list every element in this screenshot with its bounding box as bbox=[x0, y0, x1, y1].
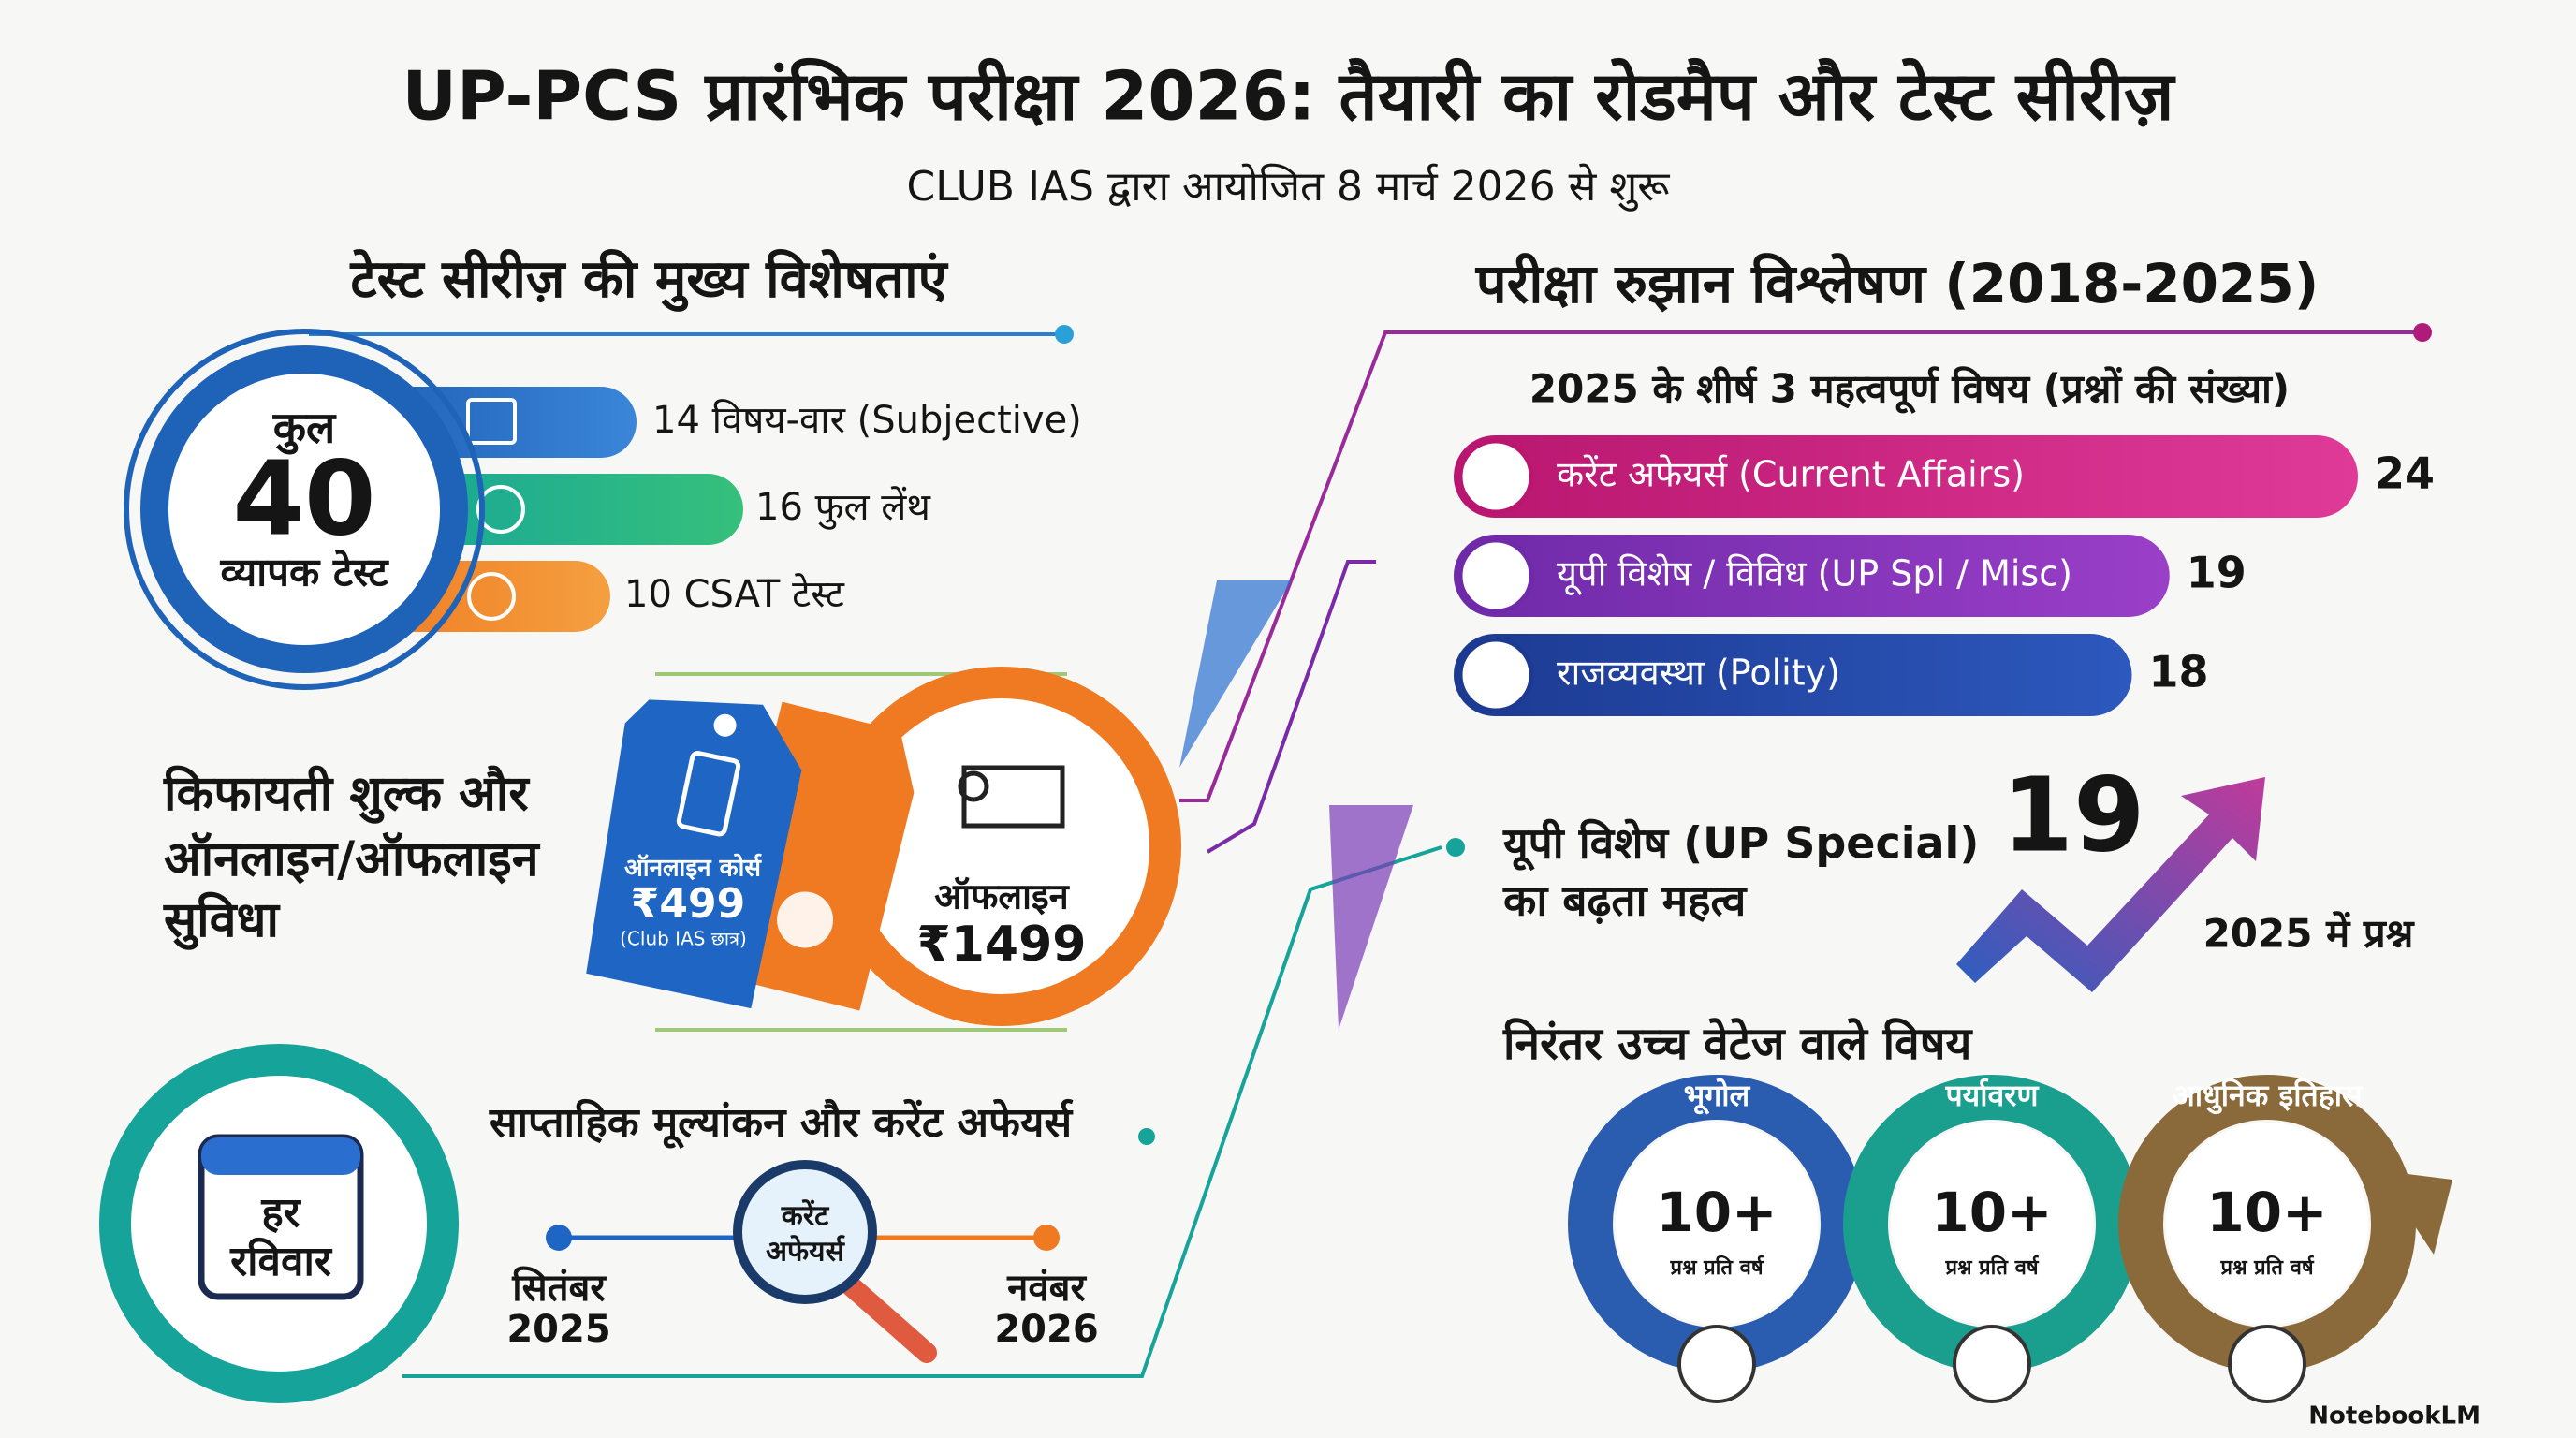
online-tag bbox=[586, 699, 802, 1009]
loop-arrow bbox=[2378, 1170, 2452, 1255]
topic-unit: प्रश्न प्रति वर्ष bbox=[1669, 1255, 1764, 1280]
sub-heading: 2025 के शीर्ष 3 महत्वपूर्ण विषय (प्रश्नो… bbox=[1530, 366, 2290, 415]
day-text: हर bbox=[260, 1189, 301, 1237]
total-count: 40 bbox=[232, 438, 375, 558]
dollar-icon bbox=[777, 891, 834, 948]
topic-name: करेंट अफेयर्स (Current Affairs) bbox=[1557, 454, 2025, 495]
topic-icon bbox=[1953, 1325, 2031, 1403]
topic-icon bbox=[1457, 537, 1534, 614]
magnifier-handle bbox=[837, 1272, 937, 1363]
end-text: नवंबर bbox=[1006, 1267, 1087, 1310]
start-text: 2025 bbox=[506, 1308, 610, 1351]
section-heading: परीक्षा रुझान विश्लेषण (2018-2025) bbox=[1475, 252, 2320, 315]
accent bbox=[1179, 580, 1292, 768]
topic-name: भूगोल bbox=[1684, 1078, 1751, 1115]
topic-count: 10+ bbox=[1931, 1181, 2052, 1244]
fees-text: ऑनलाइन/ऑफलाइन bbox=[164, 831, 541, 888]
online-note: (Club IAS छात्र) bbox=[620, 928, 747, 950]
feature-item: 10 CSAT टेस्ट bbox=[624, 573, 845, 616]
up-special-text: यूपी विशेष (UP Special) bbox=[1502, 818, 1979, 872]
feature-item: 16 फुल लेंथ bbox=[755, 486, 931, 530]
trend-arrow bbox=[1956, 777, 2265, 992]
dot bbox=[1138, 1128, 1155, 1145]
total-circle bbox=[140, 345, 468, 673]
total-top: कुल bbox=[272, 403, 337, 456]
total-bottom: व्यापक टेस्ट bbox=[219, 550, 389, 595]
brand: NotebookLM bbox=[2308, 1402, 2481, 1431]
subtitle: CLUB IAS द्वारा आयोजित 8 मार्च 2026 से श… bbox=[907, 163, 1671, 212]
title: UP-PCS प्रारंभिक परीक्षा 2026: तैयारी का… bbox=[402, 57, 2176, 136]
timeline-dot bbox=[546, 1225, 572, 1251]
end-text: 2026 bbox=[994, 1308, 1098, 1351]
topic-name: आधुनिक इतिहास bbox=[2172, 1078, 2364, 1115]
connector bbox=[1206, 560, 1376, 854]
topic-count: 10+ bbox=[1656, 1181, 1777, 1244]
loop-center bbox=[2166, 1123, 2368, 1325]
dot bbox=[1055, 325, 1074, 344]
connector bbox=[1179, 330, 2415, 802]
up-special-caption: 2025 में प्रश्न bbox=[2203, 911, 2415, 957]
up-special-count: 19 bbox=[2001, 755, 2144, 874]
timeline-dot bbox=[1033, 1225, 1060, 1251]
topic-bar bbox=[1454, 435, 2358, 518]
topic-icon bbox=[1677, 1325, 1756, 1403]
book-icon bbox=[466, 398, 517, 445]
topic-loops: भूगोल 10+ प्रश्न प्रति वर्ष पर्यावरण 10+ प्रश… bbox=[1568, 1075, 2452, 1403]
online-price: ₹499 bbox=[631, 880, 745, 928]
brain-icon bbox=[467, 572, 516, 621]
topic-unit: प्रश्न प्रति वर्ष bbox=[1944, 1255, 2039, 1280]
ring bbox=[124, 329, 485, 690]
globe-icon bbox=[476, 485, 525, 534]
magnifier bbox=[733, 1160, 877, 1304]
day-text: रविवार bbox=[229, 1237, 333, 1285]
dot bbox=[2413, 323, 2432, 342]
feature-item: 14 विषय-वार (Subjective) bbox=[652, 399, 1082, 442]
topic-bar bbox=[1454, 535, 2170, 617]
tablet-icon bbox=[676, 751, 741, 837]
loop-center bbox=[1616, 1123, 1818, 1325]
loop-center bbox=[1891, 1123, 2093, 1325]
offline-label: ऑफलाइन bbox=[934, 876, 1070, 917]
topic-count: 10+ bbox=[2206, 1181, 2327, 1244]
calendar-top bbox=[201, 1137, 360, 1175]
fees-text: सुविधा bbox=[163, 891, 282, 950]
topic-value: 19 bbox=[2187, 548, 2247, 598]
topic-value: 24 bbox=[2375, 448, 2435, 499]
topic-icon bbox=[1457, 438, 1534, 515]
start-text: सितंबर bbox=[511, 1266, 607, 1310]
offline-price: ₹1499 bbox=[917, 917, 1087, 973]
topic-icon bbox=[2228, 1325, 2306, 1403]
up-special-text: का बढ़ता महत्व bbox=[1502, 875, 1748, 926]
topic-icon bbox=[1457, 637, 1534, 713]
section-heading: निरंतर उच्च वेटेज वाले विषय bbox=[1502, 1018, 1973, 1070]
topic-unit: प्रश्न प्रति वर्ष bbox=[2219, 1255, 2314, 1280]
topic-bar bbox=[1454, 634, 2132, 716]
accent bbox=[1329, 805, 1413, 1030]
teacher-icon bbox=[958, 770, 989, 802]
section-heading: टेस्ट सीरीज़ की मुख्य विशेषताएं bbox=[349, 248, 948, 312]
topic-name: पर्यावरण bbox=[1944, 1078, 2040, 1113]
topic-bars: करेंट अफेयर्स (Current Affairs) 24 यूपी वि… bbox=[1454, 435, 2435, 716]
topic-name: यूपी विशेष / विविध (UP Spl / Misc) bbox=[1557, 553, 2072, 596]
center-text: अफेयर्स bbox=[766, 1235, 845, 1269]
topic-value: 18 bbox=[2149, 647, 2209, 697]
center-text: करेंट bbox=[781, 1199, 830, 1233]
dot bbox=[1446, 838, 1465, 857]
fees-text: किफायती शुल्क और bbox=[163, 765, 530, 824]
topic-name: राजव्यवस्था (Polity) bbox=[1557, 653, 1840, 694]
weekly-heading: साप्ताहिक मूल्यांकन और करेंट अफेयर्स bbox=[489, 1098, 1075, 1150]
tag-shape bbox=[586, 699, 802, 1009]
online-label: ऑनलाइन कोर्स bbox=[624, 854, 762, 883]
tag-hole bbox=[713, 713, 737, 737]
